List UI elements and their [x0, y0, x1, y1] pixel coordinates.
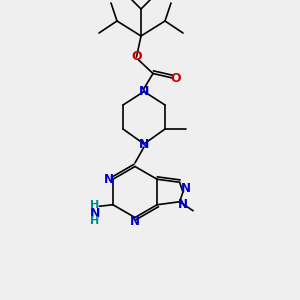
Text: H: H: [90, 200, 100, 210]
Text: N: N: [130, 214, 140, 228]
Text: H: H: [90, 216, 100, 226]
Text: N: N: [90, 207, 100, 220]
Text: O: O: [170, 71, 181, 85]
Text: N: N: [178, 198, 188, 211]
Text: N: N: [139, 137, 149, 151]
Text: N: N: [181, 182, 191, 196]
Text: N: N: [104, 173, 114, 186]
Text: N: N: [139, 85, 149, 98]
Text: O: O: [131, 50, 142, 64]
